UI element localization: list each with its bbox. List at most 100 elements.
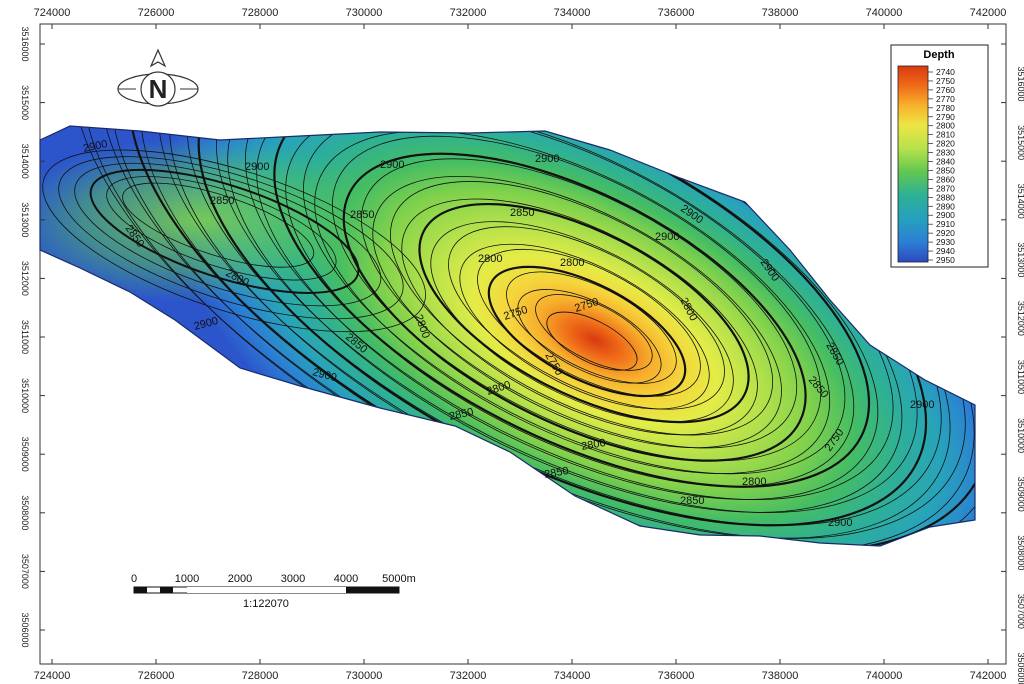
x-tick-label-top: 736000	[658, 7, 695, 19]
y-tick-label-left: 3516000	[20, 26, 30, 61]
contour-label: 2850	[210, 195, 234, 207]
y-tick-label-left: 3513000	[20, 202, 30, 237]
legend-value: 2890	[936, 201, 955, 211]
scale-tick-label: 1000	[175, 573, 199, 585]
y-tick-label-left: 3512000	[20, 261, 30, 296]
x-tick-label-bottom: 724000	[34, 670, 71, 682]
legend-value: 2940	[936, 246, 955, 256]
contour-label: 2900	[535, 153, 559, 165]
y-tick-label-right: 3515000	[1016, 125, 1024, 160]
legend-value: 2790	[936, 112, 955, 122]
x-tick-label-top: 734000	[554, 7, 591, 19]
x-tick-label-top: 730000	[346, 7, 383, 19]
y-tick-label-left: 3511000	[20, 320, 30, 354]
y-tick-label-right: 3514000	[1016, 184, 1024, 219]
x-tick-label-top: 738000	[762, 7, 799, 19]
x-axis-top-ticks: 724000 726000 728000 730000 732000 734000 7360…	[34, 7, 1007, 29]
contour-label: 2800	[742, 476, 766, 488]
x-tick-label-top: 732000	[450, 7, 487, 19]
y-tick-label-right: 3513000	[1016, 242, 1024, 277]
legend-color-bar	[897, 65, 929, 263]
legend-value: 2820	[936, 139, 955, 149]
x-axis-bottom-ticks: 724000 726000 728000 730000 732000 734000 7360…	[34, 659, 1007, 682]
legend-title: Depth	[923, 49, 954, 61]
legend-value: 2760	[936, 85, 955, 95]
legend-value: 2950	[936, 255, 955, 265]
contour-label: 2900	[655, 231, 679, 243]
legend-value: 2810	[936, 130, 955, 140]
legend-value: 2740	[936, 67, 955, 77]
x-tick-label-top: 740000	[866, 7, 903, 19]
contour-label: 2900	[910, 399, 934, 411]
scale-tick-label: 2000	[228, 573, 252, 585]
legend-value: 2860	[936, 174, 955, 184]
y-tick-label-right: 3507000	[1016, 594, 1024, 629]
x-tick-label-bottom: 740000	[866, 670, 903, 682]
y-tick-label-right: 3512000	[1016, 301, 1024, 336]
contour-label: 2900	[380, 159, 404, 171]
y-tick-label-right: 3516000	[1016, 66, 1024, 101]
legend-value: 2880	[936, 192, 955, 202]
depth-legend: Depth 2740275027602770278027902800281028…	[890, 44, 989, 268]
y-tick-label-left: 3510000	[20, 378, 30, 413]
y-tick-label-left: 3509000	[20, 437, 30, 472]
legend-value: 2780	[936, 103, 955, 113]
legend-value: 2920	[936, 228, 955, 238]
scale-ratio: 1:122070	[243, 598, 289, 610]
x-tick-label-bottom: 732000	[450, 670, 487, 682]
scale-tick-label: 3000	[281, 573, 305, 585]
legend-value: 2910	[936, 219, 955, 229]
legend-value: 2800	[936, 121, 955, 131]
contour-label: 2900	[245, 161, 269, 173]
contour-label: 2850	[510, 207, 534, 219]
y-tick-label-right: 3511000	[1016, 360, 1024, 394]
x-tick-label-bottom: 742000	[970, 670, 1007, 682]
y-tick-label-left: 3514000	[20, 144, 30, 179]
y-axis-left-ticks: 3516000 3515000 3514000 3513000 3512000 35110…	[20, 26, 45, 648]
scale-tick-label: 5000m	[382, 573, 416, 585]
contour-label: 2850	[448, 406, 474, 423]
contour-label: 2900	[828, 517, 852, 529]
x-tick-label-bottom: 728000	[242, 670, 279, 682]
x-tick-label-top: 728000	[242, 7, 279, 19]
contour-label: 2900	[82, 138, 108, 155]
legend-value: 2870	[936, 183, 955, 193]
x-tick-label-top: 742000	[970, 7, 1007, 19]
x-tick-label-bottom: 738000	[762, 670, 799, 682]
y-tick-label-right: 3509000	[1016, 477, 1024, 512]
y-tick-label-right: 3506000	[1016, 652, 1024, 684]
y-axis-right-ticks: 3516000 3515000 3514000 3513000 3512000 35110…	[1001, 43, 1024, 684]
x-tick-label-top: 724000	[34, 7, 71, 19]
contour-label: 2800	[560, 257, 584, 269]
x-tick-label-bottom: 734000	[554, 670, 591, 682]
y-tick-label-left: 3508000	[20, 495, 30, 530]
y-tick-label-left: 3507000	[20, 554, 30, 589]
contour-label: 2800	[478, 253, 502, 265]
surface-outline	[39, 125, 976, 547]
contour-label: 2850	[680, 495, 704, 507]
legend-value: 2850	[936, 165, 955, 175]
y-tick-label-left: 3515000	[20, 85, 30, 120]
legend-value: 2840	[936, 157, 955, 167]
contour-label: 2850	[543, 465, 569, 481]
north-letter: N	[149, 74, 168, 104]
legend-value: 2830	[936, 148, 955, 158]
x-tick-label-bottom: 736000	[658, 670, 695, 682]
x-tick-label-bottom: 726000	[138, 670, 175, 682]
legend-value: 2770	[936, 94, 955, 104]
contour-label: 2850	[350, 209, 374, 221]
legend-value: 2750	[936, 76, 955, 86]
x-tick-label-top: 726000	[138, 7, 175, 19]
y-tick-label-right: 3508000	[1016, 535, 1024, 570]
y-tick-label-left: 3506000	[20, 612, 30, 647]
x-tick-label-bottom: 730000	[346, 670, 383, 682]
contour-label: 2800	[580, 437, 606, 453]
y-tick-label-right: 3510000	[1016, 418, 1024, 453]
scale-bar: 0 1000 2000 3000 4000 5000m 1:122070	[131, 573, 416, 610]
legend-value: 2930	[936, 237, 955, 247]
legend-value: 2900	[936, 210, 955, 220]
scale-tick-label: 4000	[334, 573, 358, 585]
north-arrow-icon: N	[117, 48, 199, 107]
scale-tick-label: 0	[131, 573, 137, 585]
